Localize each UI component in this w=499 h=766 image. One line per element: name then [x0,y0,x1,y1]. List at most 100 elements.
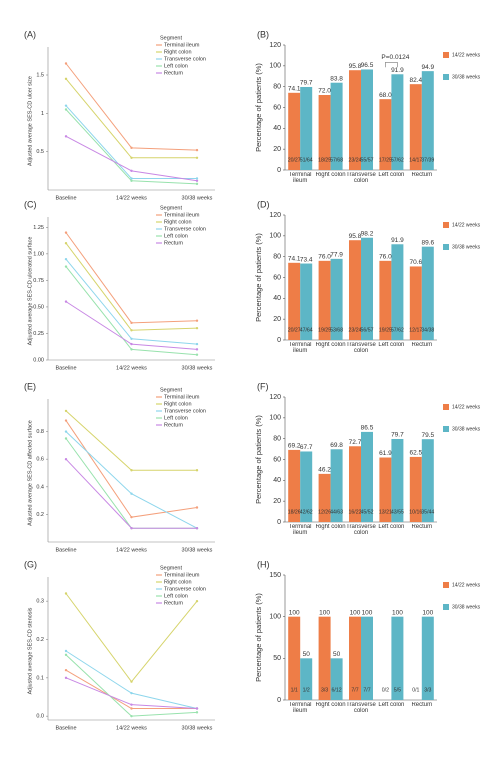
legend-title: Segment [160,565,182,571]
count-label: 34/38 [421,327,434,333]
count-label: 37/39 [421,157,434,163]
y-axis-label: Adjusted average SES-CD ulcerated surfac… [27,237,33,346]
value-label: 76.0 [379,254,392,261]
y-tick-label: 120 [269,42,281,49]
x-tick-label: Right colon [315,342,346,348]
legend-label: 30/38 weeks [452,426,481,432]
panel-label: (G) [24,559,37,569]
legend-swatch [443,404,449,410]
count-label: 19/25 [379,327,392,333]
point [64,77,68,81]
legend-label: Transverse colon [164,408,206,414]
value-label: 100 [319,609,330,616]
y-tick-label: 40 [273,477,281,484]
y-tick-label: 0.1 [36,675,44,681]
count-label: 12/17 [409,327,422,333]
point [64,437,68,440]
point [195,599,199,603]
x-tick-label: Transverse colon [346,702,376,715]
y-tick-label: 150 [269,572,281,579]
x-tick-label: Baseline [55,365,76,371]
point [195,156,199,159]
point [130,492,133,495]
value-label: 77.9 [330,252,343,259]
legend-label: Rectum [164,240,183,246]
point [195,148,199,152]
point [64,676,68,680]
count-label: 55/57 [361,157,374,163]
count-label: 57/68 [330,157,343,163]
panel-label: (H) [257,559,270,569]
y-axis-label: Percentage of patients (%) [254,63,263,152]
value-label: 89.6 [421,239,434,246]
y-tick-label: 0.75 [33,278,44,284]
value-label: 50 [303,651,311,658]
point [64,108,68,111]
bar [330,449,343,522]
point [130,169,133,173]
y-tick-label: 20 [273,146,281,153]
value-label: 67.7 [300,444,313,451]
point [64,257,68,261]
x-tick-label: 14/22 weeks [116,547,147,553]
legend-label: Left colon [164,233,188,239]
x-tick-label: Terminal ileum [288,524,312,537]
x-tick-label: Right colon [315,702,346,708]
count-label: 57/62 [391,327,404,333]
point [130,515,133,519]
x-tick-label: Transverse colon [346,524,376,537]
legend-label: Transverse colon [164,226,206,232]
y-tick-label: 1.5 [36,72,44,78]
point [130,348,133,351]
count-label: 12/26 [318,509,331,515]
x-tick-label-box: Transverse colon [346,702,376,715]
x-tick-label: Terminal ileum [288,342,312,355]
x-tick-label: Rectum [411,342,433,348]
point [130,691,133,695]
point [195,469,199,472]
x-tick-label: 30/38 weeks [182,365,213,371]
value-label: 95.8 [349,63,362,70]
x-tick-label-box: Transverse colon [346,524,376,537]
y-tick-label: 1.00 [33,251,44,257]
point [64,649,68,653]
y-axis-label: Adjusted average SES-CD ulcer size [27,76,33,166]
annotation-bracket [385,62,398,68]
panel: (G) 0.0 0.1 0.2 0.3 Baseline 14/22 weeks 30/38 … [24,559,215,731]
x-tick-label-box: Right colon [316,524,346,530]
legend-swatch [443,74,449,80]
annotation: P=0.0124 [381,54,409,61]
y-tick-label: 0.3 [36,599,44,605]
count-label: 42/62 [300,509,313,515]
bar [349,616,361,700]
x-tick-label-box: Left colon [378,524,404,530]
x-tick-label: Baseline [55,547,76,553]
point [195,353,199,356]
point [64,592,68,595]
y-tick-label: 60 [273,274,281,281]
legend-title: Segment [160,35,182,41]
legend-label: Rectum [164,422,183,428]
point [64,409,68,413]
panel: (F) 0 20 40 60 80 100 120 Percentage of patients… [254,381,481,537]
value-label: 50 [333,651,341,658]
count-label: 45/52 [361,509,374,515]
count-label: 7/7 [351,687,358,693]
panel-label: (A) [24,29,36,39]
value-label: 74.1 [288,256,301,263]
value-label: 100 [422,609,433,616]
value-label: 70.6 [409,259,422,266]
x-tick-label-box: Left colon [378,172,404,178]
x-tick-label-box: Terminal ileum [289,172,312,184]
value-label: 100 [392,609,403,616]
y-tick-label: 0.4 [36,484,44,490]
panel: (D) 0 20 40 60 80 100 120 Percentage of patients… [254,199,481,355]
y-tick-label: 60 [273,456,281,463]
x-tick-label: Right colon [315,172,346,178]
legend-title: Segment [160,205,182,211]
point [130,156,133,159]
bar [288,92,301,170]
legend-title: Segment [160,387,182,393]
x-tick-label: 14/22 weeks [116,725,147,731]
